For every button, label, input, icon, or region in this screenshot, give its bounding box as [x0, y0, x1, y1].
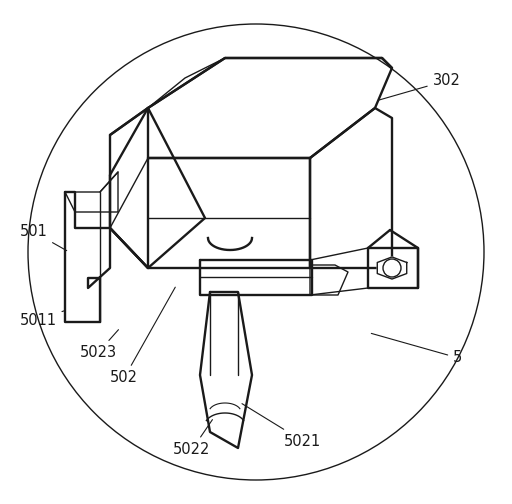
Text: 5011: 5011: [19, 311, 64, 328]
Polygon shape: [377, 257, 407, 279]
Text: 5022: 5022: [174, 420, 212, 457]
Text: 5023: 5023: [79, 330, 118, 360]
Text: 5021: 5021: [242, 404, 322, 449]
Text: 502: 502: [110, 287, 175, 386]
Text: 501: 501: [19, 224, 67, 250]
Text: 5: 5: [371, 334, 462, 365]
Text: 302: 302: [379, 73, 460, 100]
